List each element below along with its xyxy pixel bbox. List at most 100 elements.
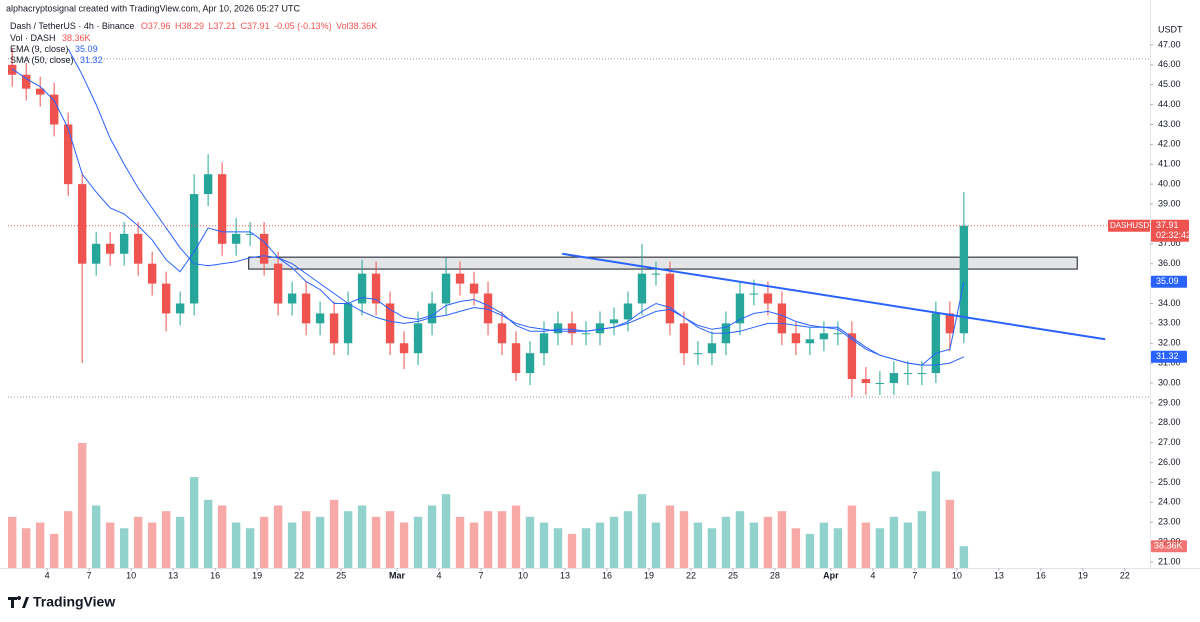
candle-body — [217, 174, 227, 244]
volume-bar — [497, 511, 507, 568]
volume-bar — [245, 528, 255, 568]
countdown-label: 02:32:42 — [1156, 230, 1191, 240]
volume-bar — [749, 522, 759, 568]
volume-bar — [231, 522, 241, 568]
y-tick-label: 41.00 — [1158, 159, 1181, 169]
x-tick-label: 19 — [252, 570, 262, 580]
candle-body — [791, 333, 801, 344]
candle-body — [665, 273, 675, 324]
currency-label: USDT — [1158, 24, 1183, 34]
ema-price-label-box — [1151, 275, 1187, 288]
candle-body — [525, 353, 535, 374]
y-tick-label: 45.00 — [1158, 79, 1181, 89]
volume-bar — [875, 528, 885, 568]
volume-bar — [189, 477, 199, 568]
volume-bar — [959, 546, 969, 568]
candle-body — [21, 74, 31, 89]
volume-label: Vol38.36K — [336, 21, 377, 31]
x-tick-label: 10 — [518, 570, 528, 580]
candle-body — [8, 64, 17, 75]
candle-body — [707, 343, 717, 354]
sma-value: 31.32 — [80, 55, 103, 65]
y-tick-label: 47.00 — [1158, 39, 1181, 49]
y-tick-label: 37.00 — [1158, 238, 1181, 248]
volume-bar — [259, 516, 269, 568]
plot-area: 21.0022.0023.0024.0025.0026.0027.0028.00… — [8, 39, 1191, 580]
volume-bar — [903, 522, 913, 568]
candle-body — [847, 333, 857, 380]
x-tick-label: 13 — [168, 570, 178, 580]
candle-body — [133, 233, 143, 264]
volume-bar — [595, 522, 605, 568]
volume-bar — [329, 499, 339, 568]
x-tick-label: 28 — [770, 570, 780, 580]
volume-bar — [105, 522, 115, 568]
volume-bar — [707, 528, 717, 568]
volume-bar — [161, 511, 171, 568]
candle-body — [357, 273, 367, 304]
y-tick-label: 40.00 — [1158, 179, 1181, 189]
volume-bar — [301, 511, 311, 568]
x-tick-label: 22 — [294, 570, 304, 580]
volume-bar — [21, 528, 31, 568]
volume-bar — [581, 528, 591, 568]
candle-body — [833, 333, 843, 335]
candle-body — [763, 293, 773, 304]
volume-bar — [623, 511, 633, 568]
volume-bar — [553, 528, 563, 568]
x-tick-label: 10 — [126, 570, 136, 580]
y-tick-label: 33.00 — [1158, 318, 1181, 328]
x-tick-label: 4 — [870, 570, 875, 580]
y-tick-label: 32.00 — [1158, 338, 1181, 348]
y-tick-label: 46.00 — [1158, 59, 1181, 69]
close-label: C37.91 — [241, 21, 270, 31]
y-tick-label: 25.00 — [1158, 477, 1181, 487]
candle-body — [315, 313, 325, 324]
x-tick-label: 7 — [87, 570, 92, 580]
volume-name: Vol · DASH — [10, 33, 56, 43]
volume-bar — [399, 522, 409, 568]
candle-body — [231, 233, 241, 244]
candle-body — [343, 303, 353, 344]
candle-body — [497, 323, 507, 344]
volume-bar — [917, 511, 927, 568]
moving-average-line — [11, 68, 965, 366]
x-tick-label: 25 — [336, 570, 346, 580]
candle-body — [875, 383, 885, 385]
candle-body — [595, 323, 605, 334]
volume-bar — [133, 516, 143, 568]
volume-bar — [805, 533, 815, 568]
volume-bar — [217, 505, 227, 568]
x-tick-label: Mar — [389, 570, 406, 580]
candle-body — [637, 273, 647, 304]
volume-bar — [931, 471, 941, 568]
volume-tag-box — [1151, 540, 1187, 553]
y-tick-label: 23.00 — [1158, 517, 1181, 527]
volume-bar — [511, 505, 521, 568]
last-price-box — [1151, 219, 1189, 242]
candle-body — [413, 323, 423, 354]
candle-body — [483, 293, 493, 324]
ema-value: 35.09 — [75, 44, 98, 54]
ema-price-label: 35.09 — [1156, 276, 1179, 286]
candle-body — [469, 283, 479, 294]
candle-body — [945, 313, 955, 334]
candle-body — [931, 313, 941, 374]
x-tick-label: 7 — [912, 570, 917, 580]
candle-body — [861, 379, 871, 384]
volume-bar — [651, 522, 661, 568]
candle-body — [511, 343, 521, 374]
candle-body — [581, 333, 591, 335]
x-tick-label: 25 — [728, 570, 738, 580]
candle-body — [553, 323, 563, 334]
candle-body — [385, 303, 395, 344]
volume-bar — [819, 522, 829, 568]
y-tick-label: 26.00 — [1158, 457, 1181, 467]
y-tick-label: 27.00 — [1158, 437, 1181, 447]
volume-bar — [455, 516, 465, 568]
candle-body — [959, 225, 969, 334]
candle-body — [651, 273, 661, 275]
candle-body — [539, 333, 549, 354]
volume-bar — [763, 516, 773, 568]
